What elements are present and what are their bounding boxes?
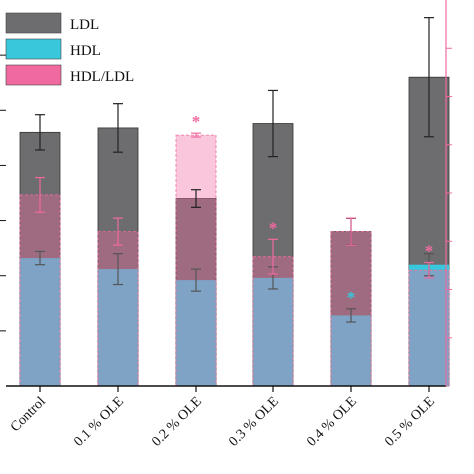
- error-bar-hdl: [191, 268, 201, 292]
- bar-hdl-ldl: [175, 134, 217, 387]
- legend-label-hdl-ldl: HDL/LDL: [70, 69, 134, 85]
- error-bar-ldl: [113, 103, 123, 153]
- bar-hdl-ldl: [408, 269, 450, 387]
- x-tick-labels: Control 0.1 % OLE 0.2 % OLE 0.3 % OLE 0.4 % …: [8, 394, 438, 450]
- x-tick-label: 0.3 % OLE: [226, 394, 281, 449]
- x-tick-label: 0.2 % OLE: [149, 394, 204, 449]
- error-bar-hdl-ldl: [346, 217, 356, 246]
- error-bar-ldl: [268, 89, 278, 158]
- error-bar-hdl-ldl: [424, 261, 434, 279]
- error-bar-ldl: [35, 114, 45, 151]
- error-bar-hdl-ldl: [268, 238, 278, 275]
- error-bar-hdl: [346, 308, 356, 323]
- bar-hdl: [20, 258, 60, 386]
- x-tick-label: 0.5 % OLE: [382, 394, 437, 449]
- bar-hdl: [253, 277, 293, 386]
- bar-hdl: [98, 269, 138, 386]
- error-bars-layer: [35, 17, 434, 323]
- significance-star-hdl-ldl: *: [192, 112, 201, 131]
- significance-markers-layer: * * * *: [192, 112, 434, 307]
- significance-star-hdl-ldl: *: [269, 218, 278, 237]
- significance-star-hdl-ldl: *: [425, 241, 434, 260]
- error-bar-ldl: [424, 17, 434, 138]
- bar-hdl: [409, 264, 449, 386]
- legend: LDL HDL HDL/LDL: [5, 12, 134, 86]
- bar-hdl-ldl: [19, 194, 61, 387]
- x-tick-label: 0.4 % OLE: [304, 394, 359, 449]
- bar-hdl: [331, 315, 371, 386]
- legend-label-hdl: HDL: [70, 43, 101, 59]
- legend-swatch-ldl: [5, 12, 62, 34]
- x-tick-label: 0.1 % OLE: [71, 394, 126, 449]
- error-bar-hdl-ldl: [191, 132, 201, 138]
- legend-label-ldl: LDL: [70, 17, 99, 33]
- error-bar-ldl: [191, 189, 201, 208]
- error-bar-hdl: [113, 253, 123, 286]
- error-bar-hdl-ldl: [113, 217, 123, 246]
- error-bar-hdl: [35, 250, 45, 266]
- legend-swatch-hdl: [5, 38, 62, 60]
- bar-hdl: [176, 280, 216, 386]
- error-bar-hdl-ldl: [35, 176, 45, 213]
- significance-star-hdl: *: [347, 288, 356, 307]
- axes-layer: [0, 0, 452, 392]
- x-tick-label: Control: [8, 394, 49, 435]
- legend-swatch-hdl-ldl: [5, 64, 62, 86]
- bars-layer: [19, 76, 450, 387]
